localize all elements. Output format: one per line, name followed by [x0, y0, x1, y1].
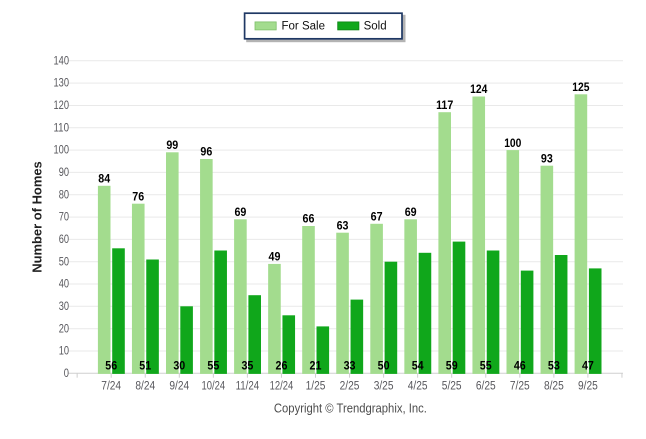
svg-text:76: 76	[132, 191, 144, 203]
svg-text:3/25: 3/25	[374, 381, 394, 393]
svg-text:21: 21	[310, 360, 322, 372]
svg-text:50: 50	[59, 256, 69, 268]
svg-text:140: 140	[54, 55, 70, 67]
svg-text:4/25: 4/25	[408, 381, 428, 393]
svg-text:99: 99	[166, 140, 178, 152]
svg-text:0: 0	[64, 368, 69, 380]
svg-text:20: 20	[59, 323, 69, 335]
svg-text:80: 80	[59, 189, 69, 201]
svg-text:53: 53	[548, 360, 560, 372]
svg-text:49: 49	[269, 252, 281, 264]
svg-text:1/25: 1/25	[306, 381, 326, 393]
svg-text:124: 124	[470, 84, 488, 96]
svg-text:9/24: 9/24	[169, 381, 189, 393]
svg-text:8/25: 8/25	[544, 381, 564, 393]
svg-text:60: 60	[59, 234, 69, 246]
svg-text:69: 69	[405, 207, 417, 219]
svg-text:100: 100	[504, 138, 521, 150]
svg-text:63: 63	[337, 220, 349, 232]
svg-text:26: 26	[276, 360, 288, 372]
svg-text:125: 125	[572, 82, 590, 94]
svg-text:47: 47	[582, 360, 594, 372]
svg-text:120: 120	[54, 100, 70, 112]
svg-text:30: 30	[173, 360, 185, 372]
svg-text:55: 55	[207, 360, 219, 372]
svg-text:117: 117	[436, 100, 453, 112]
svg-text:2/25: 2/25	[340, 381, 360, 393]
svg-text:96: 96	[200, 147, 212, 159]
svg-text:55: 55	[480, 360, 492, 372]
svg-text:84: 84	[98, 174, 110, 186]
svg-text:Copyright © Trendgraphix, Inc.: Copyright © Trendgraphix, Inc.	[274, 401, 427, 415]
svg-text:54: 54	[412, 360, 424, 372]
svg-text:10/24: 10/24	[202, 381, 226, 393]
svg-text:51: 51	[139, 360, 151, 372]
svg-text:7/25: 7/25	[510, 381, 530, 393]
svg-text:46: 46	[514, 360, 526, 372]
svg-text:Sold: Sold	[364, 20, 387, 32]
svg-text:100: 100	[54, 145, 70, 157]
svg-text:67: 67	[371, 212, 383, 224]
svg-text:30: 30	[59, 301, 69, 313]
svg-text:9/25: 9/25	[578, 381, 598, 393]
svg-text:10: 10	[59, 346, 69, 358]
svg-text:110: 110	[54, 122, 70, 134]
svg-text:Number of Homes: Number of Homes	[31, 161, 45, 273]
svg-text:56: 56	[105, 360, 117, 372]
svg-text:8/24: 8/24	[135, 381, 155, 393]
svg-text:12/24: 12/24	[270, 381, 294, 393]
svg-text:93: 93	[541, 153, 553, 165]
svg-text:69: 69	[234, 207, 246, 219]
svg-text:33: 33	[344, 360, 356, 372]
svg-text:11/24: 11/24	[236, 381, 260, 393]
svg-text:5/25: 5/25	[442, 381, 462, 393]
svg-text:40: 40	[59, 279, 69, 291]
svg-text:6/25: 6/25	[476, 381, 496, 393]
svg-text:90: 90	[59, 167, 69, 179]
svg-text:130: 130	[54, 78, 70, 90]
svg-text:70: 70	[59, 212, 69, 224]
svg-text:For Sale: For Sale	[282, 20, 325, 32]
svg-text:59: 59	[446, 360, 458, 372]
svg-text:7/24: 7/24	[101, 381, 121, 393]
svg-text:35: 35	[241, 360, 253, 372]
svg-text:50: 50	[378, 360, 390, 372]
svg-text:66: 66	[303, 214, 315, 226]
